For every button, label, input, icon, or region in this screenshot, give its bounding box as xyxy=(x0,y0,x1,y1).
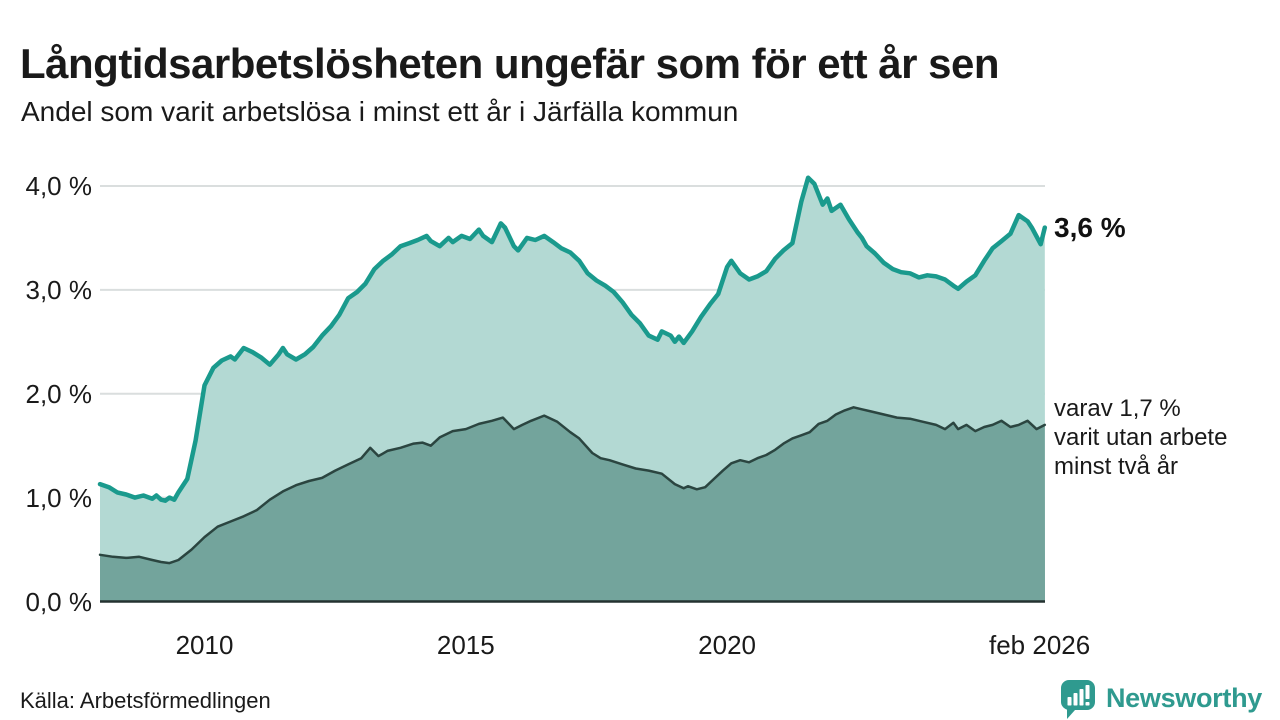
brand-name: Newsworthy xyxy=(1105,683,1262,713)
y-tick-label: 1,0 % xyxy=(25,482,93,513)
page-title: Långtidsarbetslösheten ungefär som för e… xyxy=(20,40,1000,88)
area-fill xyxy=(100,407,1045,602)
newsworthy-logo: Newsworthy xyxy=(1058,678,1262,719)
series-line xyxy=(98,406,1047,565)
y-tick-label: 4,0 % xyxy=(25,171,93,201)
newsworthy-icon xyxy=(1060,680,1095,719)
x-tick-label: feb 2026 xyxy=(989,630,1091,660)
source-credit: Källa: Arbetsförmedlingen xyxy=(20,688,271,713)
x-tick-label: 2015 xyxy=(436,630,495,660)
y-tick-label: 3,0 % xyxy=(25,274,93,305)
x-tick-label: 2010 xyxy=(175,630,234,660)
y-tick-label: 0,0 % xyxy=(25,586,93,617)
series-end-value-label: 3,6 % xyxy=(1054,212,1126,243)
series-two-year-annotation: varav 1,7 % varit utan arbete minst två … xyxy=(1054,395,1228,480)
chart-subtitle: Andel som varit arbetslösa i minst ett å… xyxy=(21,96,739,127)
x-tick-label: 2020 xyxy=(698,630,757,660)
series-line xyxy=(97,175,1048,503)
y-tick-label: 2,0 % xyxy=(25,378,93,409)
